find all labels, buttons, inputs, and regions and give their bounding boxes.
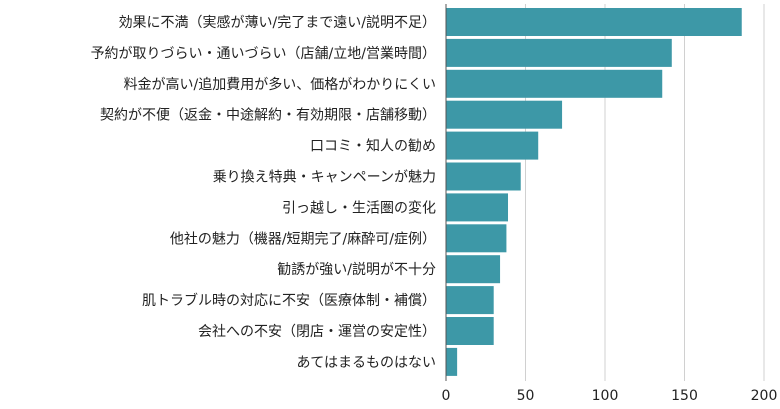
bar <box>446 8 742 36</box>
category-label: 勧誘が強い/説明が不十分 <box>277 261 436 278</box>
category-label: 効果に不満（実感が薄い/完了まで遠い/説明不足） <box>119 14 436 31</box>
bars <box>446 8 742 376</box>
category-label: 料金が高い/追加費用が多い、価格がわかりにくい <box>124 76 436 93</box>
bar <box>446 193 509 222</box>
x-tick-label: 0 <box>442 388 451 404</box>
x-tick-label: 150 <box>671 388 698 404</box>
bar <box>446 255 501 284</box>
category-label: あてはまるものはない <box>297 355 436 371</box>
bar <box>446 162 521 191</box>
bar <box>446 317 494 345</box>
category-label: 引っ越し・生活圏の変化 <box>282 199 436 216</box>
x-tick-label: 100 <box>592 388 619 404</box>
bar <box>446 224 507 253</box>
bar <box>446 347 458 376</box>
category-label: 他社の魅力（機器/短期完了/麻酔可/症例） <box>170 231 436 247</box>
category-label: 口コミ・知人の勧め <box>310 138 436 155</box>
bar <box>446 38 672 67</box>
bar <box>446 286 494 315</box>
category-label: 契約が不便（返金・中途解約・有効期限・店舗移動） <box>100 107 436 124</box>
x-tick-label: 200 <box>751 388 778 404</box>
category-label: 予約が取りづらい・通いづらい（店舗/立地/営業時間） <box>91 46 436 62</box>
category-label: 肌トラブル時の対応に不安（医療体制・補償） <box>142 292 436 309</box>
category-label: 会社への不安（閉店・運営の安定性） <box>198 324 436 340</box>
bar <box>446 100 563 129</box>
category-labels: 効果に不満（実感が薄い/完了まで遠い/説明不足） 予約が取りづらい・通いづらい（店… <box>91 14 436 371</box>
category-label: 乗り換え特典・キャンペーンが魅力 <box>213 170 436 186</box>
bar <box>446 69 663 98</box>
x-tick-labels: 0 50 100 150 200 <box>442 388 778 404</box>
x-tick-label: 50 <box>517 388 535 404</box>
bar <box>446 131 539 160</box>
